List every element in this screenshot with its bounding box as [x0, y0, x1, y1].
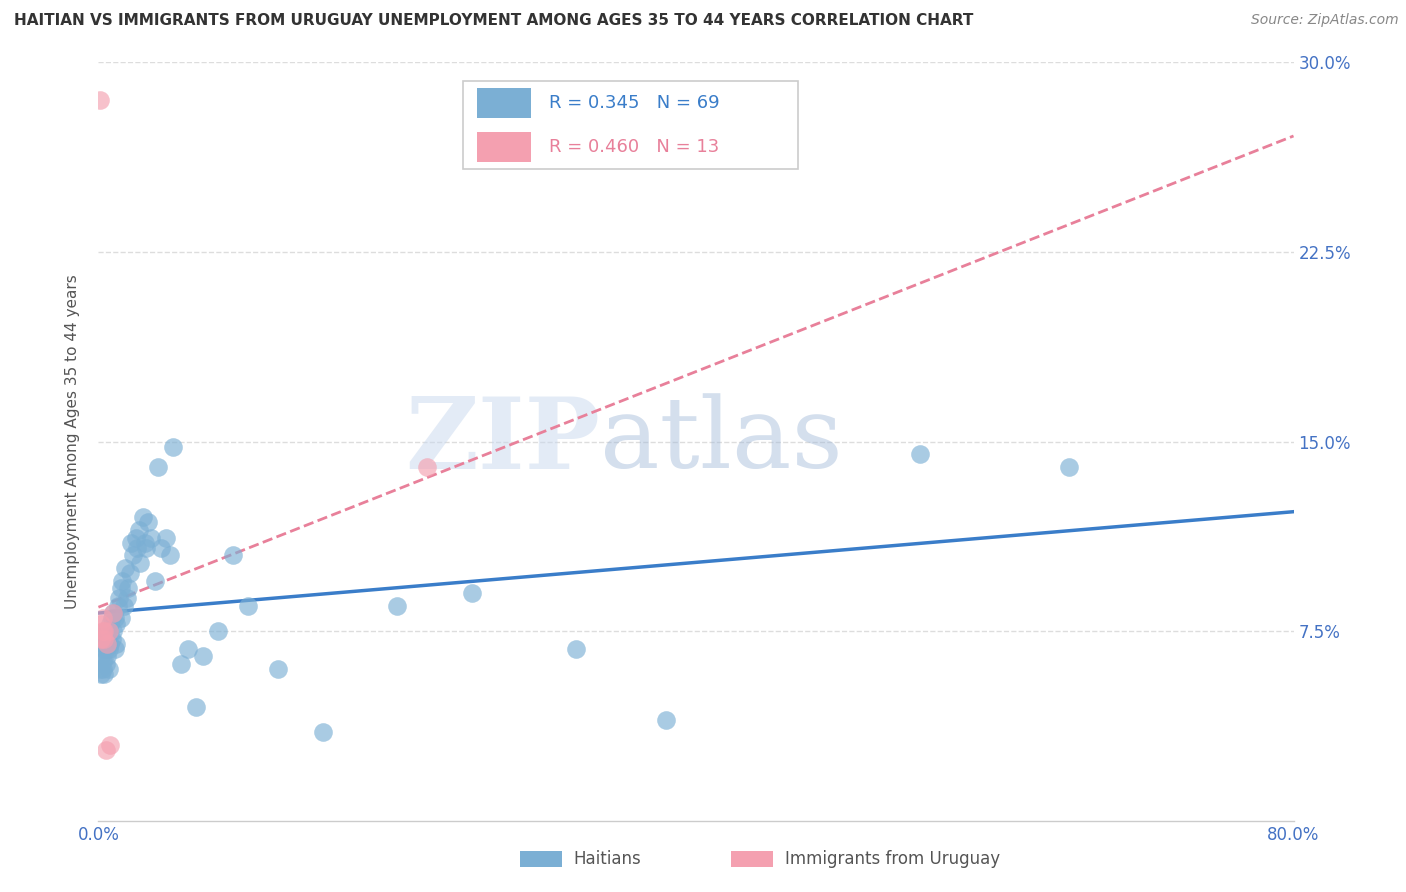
Point [97, 624, 120, 639]
Point [114, 561, 136, 575]
Point [150, 541, 173, 555]
Point [159, 548, 181, 563]
Point [121, 548, 143, 563]
Point [103, 607, 125, 621]
Point [311, 725, 333, 739]
Point [94, 657, 117, 671]
Point [90, 616, 112, 631]
Point [98, 738, 122, 752]
Point [93, 632, 115, 646]
Point [143, 574, 166, 588]
Point [93, 624, 115, 639]
Point [104, 611, 127, 625]
Point [125, 531, 148, 545]
Point [91, 624, 114, 639]
Point [107, 599, 129, 613]
Point [385, 599, 409, 613]
Point [98, 616, 122, 631]
Point [155, 531, 177, 545]
Point [93, 632, 115, 646]
Point [96, 649, 118, 664]
Point [105, 616, 128, 631]
Point [222, 548, 245, 563]
Point [191, 649, 214, 664]
Point [103, 624, 125, 639]
Text: HAITIAN VS IMMIGRANTS FROM URUGUAY UNEMPLOYMENT AMONG AGES 35 TO 44 YEARS CORREL: HAITIAN VS IMMIGRANTS FROM URUGUAY UNEMP… [14, 13, 973, 29]
Point [101, 611, 124, 625]
Point [139, 531, 162, 545]
Point [93, 667, 115, 681]
Point [127, 541, 149, 555]
Point [97, 662, 120, 676]
Point [90, 649, 112, 664]
Point [89, 94, 111, 108]
Point [118, 566, 141, 580]
FancyBboxPatch shape [477, 132, 531, 162]
Point [112, 599, 135, 613]
Point [120, 535, 142, 549]
Point [89, 662, 111, 676]
Point [91, 637, 114, 651]
Point [136, 516, 159, 530]
Point [96, 637, 118, 651]
Point [184, 699, 207, 714]
Point [132, 510, 155, 524]
Point [655, 713, 678, 727]
Point [97, 641, 120, 656]
Point [97, 624, 120, 639]
Point [128, 523, 150, 537]
Text: Immigrants from Uruguay: Immigrants from Uruguay [785, 850, 1000, 868]
Point [91, 662, 114, 676]
Point [908, 447, 931, 461]
Point [93, 641, 115, 656]
Point [98, 637, 122, 651]
Point [111, 574, 134, 588]
FancyBboxPatch shape [477, 88, 531, 119]
Text: Source: ZipAtlas.com: Source: ZipAtlas.com [1251, 13, 1399, 28]
Point [94, 624, 117, 639]
Point [91, 655, 114, 669]
Point [148, 459, 170, 474]
FancyBboxPatch shape [463, 81, 797, 169]
Point [162, 440, 184, 454]
Point [103, 607, 125, 621]
Point [94, 641, 117, 656]
Point [129, 556, 152, 570]
Point [169, 657, 191, 671]
Point [90, 667, 112, 681]
Point [90, 632, 112, 646]
Point [267, 662, 290, 676]
Y-axis label: Unemployment Among Ages 35 to 44 years: Unemployment Among Ages 35 to 44 years [65, 274, 80, 609]
Point [236, 599, 259, 613]
Point [96, 632, 118, 646]
Point [94, 743, 117, 757]
Text: Haitians: Haitians [574, 850, 641, 868]
Text: R = 0.460   N = 13: R = 0.460 N = 13 [548, 137, 720, 156]
Text: ZIP: ZIP [405, 393, 600, 490]
Text: atlas: atlas [600, 393, 844, 490]
Point [207, 624, 229, 639]
Point [105, 637, 128, 651]
Point [110, 581, 132, 595]
Point [91, 611, 114, 625]
Point [134, 535, 156, 549]
Point [461, 586, 484, 600]
Point [101, 632, 124, 646]
Point [135, 541, 157, 555]
Point [416, 459, 439, 474]
Point [108, 591, 131, 606]
Point [1059, 459, 1081, 474]
Point [115, 591, 138, 606]
Point [110, 611, 132, 625]
Point [117, 581, 139, 595]
Point [104, 641, 127, 656]
Point [177, 641, 200, 656]
Point [565, 641, 588, 656]
Text: R = 0.345   N = 69: R = 0.345 N = 69 [548, 95, 720, 112]
